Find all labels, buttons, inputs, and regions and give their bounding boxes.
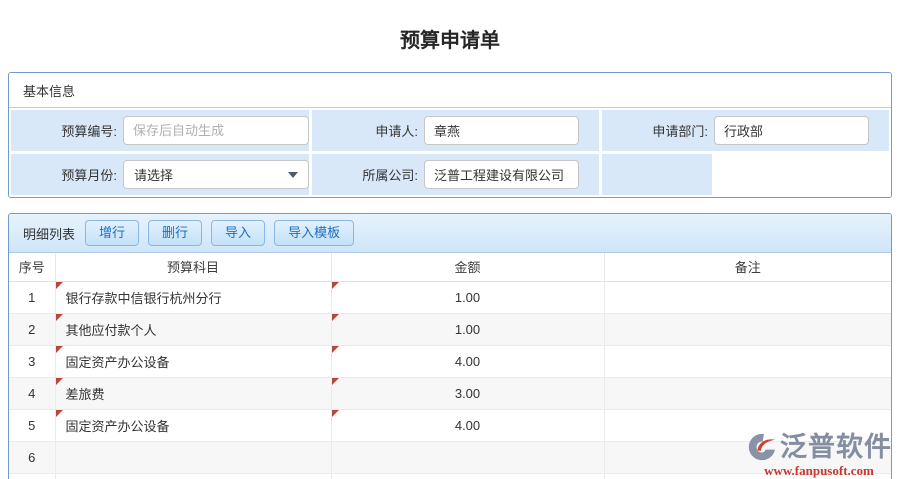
chevron-down-icon [288,171,298,178]
remark-cell[interactable] [604,377,891,410]
amount-cell[interactable]: 4.00 [331,345,605,378]
budget-subject-cell[interactable] [55,473,332,479]
col-header-subject: 预算科目 [55,253,332,282]
col-header-remark: 备注 [604,253,891,282]
amount-cell[interactable]: 1.00 [331,313,605,346]
budget-subject-cell[interactable]: 银行存款中信银行杭州分行 [55,281,332,314]
table-row: 4 差旅费 3.00 [9,377,891,410]
page-title: 预算申请单 [400,30,500,52]
row-index: 6 [9,441,56,474]
applicant-input[interactable] [424,116,579,145]
amount-cell[interactable] [331,441,605,474]
budget-subject-cell[interactable]: 其他应付款个人 [55,313,332,346]
table-row: 5 固定资产办公设备 4.00 [9,409,891,442]
row-index: 3 [9,345,56,378]
import-button[interactable]: 导入 [211,220,266,246]
remark-cell[interactable] [604,473,891,479]
remark-cell[interactable] [604,345,891,378]
remark-cell[interactable] [604,441,891,474]
delete-row-button[interactable]: 删行 [148,220,203,246]
row-index: 2 [9,313,56,346]
detail-table: 序号 预算科目 金额 备注 1 银行存款中信银行杭州分行 1.00 2 其他应付… [9,253,891,479]
budget-month-value: 请选择 [134,168,174,183]
row-index: 5 [9,409,56,442]
amount-cell[interactable]: 3.00 [331,377,605,410]
add-row-button[interactable]: 增行 [85,220,140,246]
row-index [9,473,56,479]
basic-info-form: 预算编号: 申请人: 申请部门: 预算月份: 请选择 所属公司: [9,108,891,197]
remark-cell[interactable] [604,281,891,314]
budget-subject-cell[interactable]: 固定资产办公设备 [55,345,332,378]
budget-month-select[interactable]: 请选择 [123,160,309,189]
field-budget-month: 预算月份: 请选择 [11,154,309,195]
empty-form-cell [602,154,889,195]
budget-number-label: 预算编号: [61,124,117,139]
budget-number-input[interactable] [123,116,309,145]
table-row [9,473,891,479]
amount-cell[interactable] [331,473,605,479]
field-department: 申请部门: [602,110,889,151]
detail-list-title: 明细列表 [23,226,76,242]
department-input[interactable] [714,116,869,145]
field-applicant: 申请人: [312,110,599,151]
row-index: 1 [9,281,56,314]
detail-list-panel: 明细列表 增行 删行 导入 导入模板 序号 预算科目 金额 备注 1 银行存款中… [8,213,892,479]
table-header-row: 序号 预算科目 金额 备注 [9,253,891,282]
field-company: 所属公司: [312,154,599,195]
row-index: 4 [9,377,56,410]
budget-month-label: 预算月份: [61,168,117,183]
remark-cell[interactable] [604,409,891,442]
amount-cell[interactable]: 4.00 [331,409,605,442]
col-header-amount: 金额 [331,253,605,282]
budget-subject-cell[interactable]: 固定资产办公设备 [55,409,332,442]
basic-info-panel: 基本信息 预算编号: 申请人: 申请部门: 预算月份: 请选择 所属公司: [8,72,892,198]
detail-toolbar: 明细列表 增行 删行 导入 导入模板 [9,214,891,253]
amount-cell[interactable]: 1.00 [331,281,605,314]
department-label: 申请部门: [652,124,708,139]
table-row: 6 [9,441,891,474]
company-input[interactable] [424,160,579,189]
table-row: 2 其他应付款个人 1.00 [9,313,891,346]
col-header-index: 序号 [9,253,56,282]
company-label: 所属公司: [362,168,418,183]
table-row: 3 固定资产办公设备 4.00 [9,345,891,378]
import-template-button[interactable]: 导入模板 [274,220,355,246]
table-row: 1 银行存款中信银行杭州分行 1.00 [9,281,891,314]
budget-subject-cell[interactable]: 差旅费 [55,377,332,410]
remark-cell[interactable] [604,313,891,346]
basic-info-header: 基本信息 [9,73,891,108]
budget-subject-cell[interactable] [55,441,332,474]
applicant-label: 申请人: [375,124,418,139]
field-budget-number: 预算编号: [11,110,309,151]
